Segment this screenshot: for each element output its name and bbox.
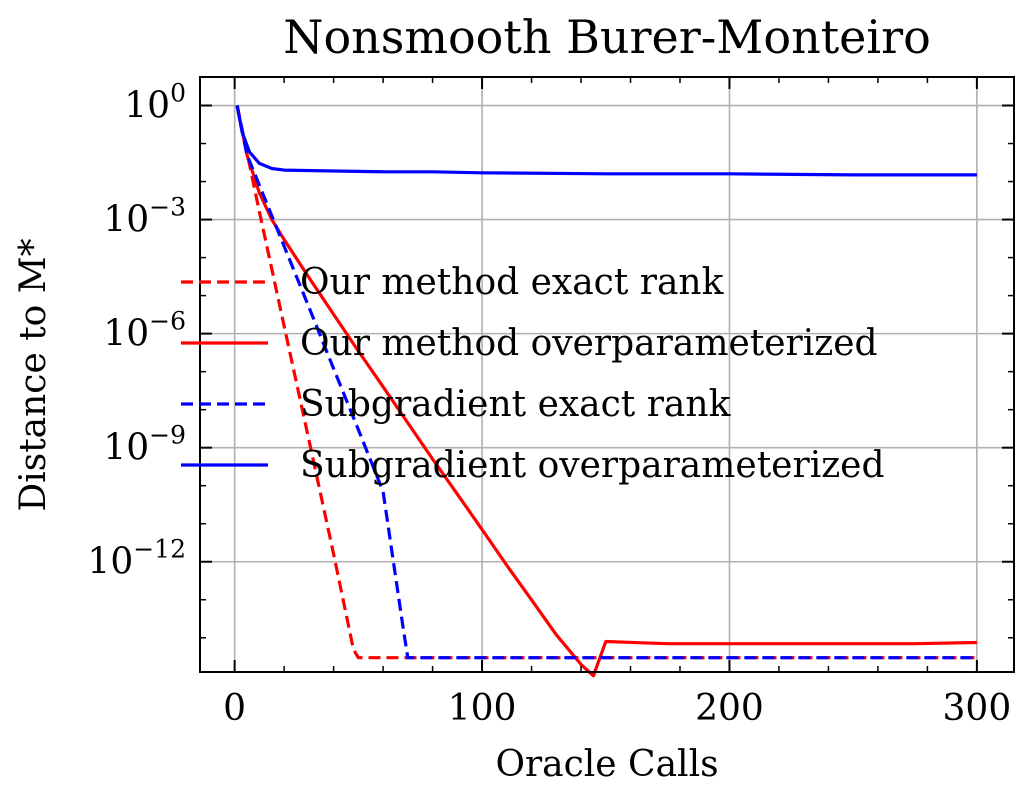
ticks: 0 100 200 300 100 10−3 10−6 10−9 10−12 [87,77,1014,729]
x-axis-label: Oracle Calls [495,744,718,785]
legend: Our method exact rank Our method overpara… [181,262,885,486]
y-axis-label: Distance to M* [13,238,54,511]
x-tick-label: 200 [695,688,764,729]
chart-title: Nonsmooth Burer-Monteiro [283,10,931,64]
axes [199,76,1015,673]
series-line-3 [235,105,977,660]
y-tick-label: 10−3 [103,193,186,241]
x-tick-label: 300 [943,688,1012,729]
y-tick-label: 10−12 [87,535,186,583]
legend-label-4: Subgradient overparameterized [300,445,885,486]
x-tick-label: 100 [448,688,517,729]
legend-label-3: Subgradient exact rank [300,384,732,425]
series-line-1 [235,105,977,660]
plot-frame [199,76,1015,673]
y-tick-label: 100 [124,79,186,127]
legend-label-1: Our method exact rank [300,262,725,303]
x-tick-label: 0 [223,688,246,729]
legend-label-2: Our method overparameterized [300,323,878,364]
y-tick-label: 10−9 [103,421,186,469]
series-layer [235,105,977,678]
series-line-4 [235,105,977,177]
grid [200,77,1014,672]
y-tick-label: 10−6 [103,307,186,355]
series-line-2 [235,105,977,678]
